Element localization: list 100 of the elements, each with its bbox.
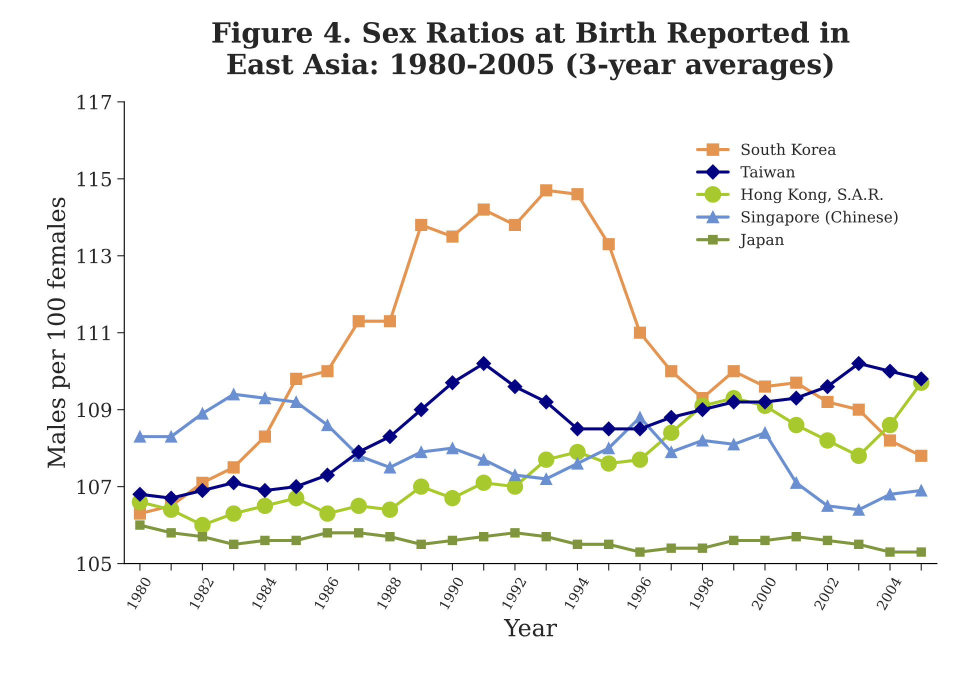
point — [508, 469, 522, 482]
point — [290, 396, 302, 408]
point — [665, 365, 678, 378]
point — [444, 490, 461, 506]
point — [538, 452, 554, 468]
y-tick-label: 107 — [78, 480, 112, 494]
point — [414, 402, 429, 418]
point — [476, 474, 492, 491]
point — [288, 479, 304, 494]
point — [352, 315, 365, 328]
point — [726, 394, 742, 410]
point — [604, 540, 614, 550]
point — [415, 218, 428, 232]
point — [384, 315, 396, 328]
point — [571, 188, 584, 200]
point — [415, 446, 428, 458]
point — [446, 442, 459, 454]
point — [166, 528, 176, 538]
point — [602, 238, 615, 250]
point — [569, 444, 586, 460]
legend-label: Taiwan — [740, 166, 795, 178]
point — [851, 356, 866, 371]
point — [290, 372, 302, 385]
legend-label: Japan — [739, 234, 784, 248]
point — [540, 184, 552, 196]
point — [416, 540, 426, 550]
point — [885, 547, 895, 557]
point — [351, 444, 366, 460]
point — [382, 502, 398, 518]
point — [476, 356, 492, 371]
point — [385, 532, 395, 542]
point — [821, 396, 834, 408]
legend-label: Hong Kong, S.A.R. — [741, 188, 883, 204]
point — [134, 430, 146, 443]
point — [632, 422, 648, 436]
legend-label: Singapore (Chinese) — [742, 210, 898, 226]
point — [729, 536, 738, 546]
point — [291, 536, 301, 546]
point — [510, 528, 520, 538]
point — [321, 365, 334, 378]
point — [542, 532, 551, 542]
point — [601, 422, 616, 436]
point — [163, 502, 180, 518]
point — [915, 484, 928, 497]
point — [915, 450, 928, 462]
point — [728, 365, 740, 378]
point — [321, 418, 334, 432]
y-tick-label: 115 — [78, 172, 111, 186]
point — [666, 543, 676, 553]
point — [540, 472, 552, 485]
point — [196, 407, 208, 420]
point — [882, 416, 898, 434]
point — [820, 379, 835, 394]
point — [226, 475, 242, 490]
y-tick-label: 111 — [78, 326, 110, 340]
point — [448, 536, 458, 546]
point — [728, 438, 740, 450]
point — [758, 380, 772, 393]
point — [288, 490, 304, 506]
point — [350, 498, 367, 514]
point — [882, 364, 898, 379]
y-tick-label: 113 — [78, 248, 112, 264]
point — [198, 532, 208, 542]
point — [760, 536, 770, 546]
point — [258, 483, 272, 498]
point — [572, 540, 582, 550]
point — [854, 540, 864, 550]
point — [665, 446, 678, 458]
y-tick-label: 105 — [78, 556, 111, 572]
point — [322, 528, 332, 538]
point — [413, 478, 430, 495]
point — [884, 434, 896, 447]
point — [696, 434, 709, 447]
x-axis-title: Year — [504, 618, 558, 637]
point — [194, 516, 211, 534]
point — [478, 204, 490, 216]
point — [788, 416, 804, 434]
point — [758, 426, 772, 439]
point — [788, 390, 804, 406]
point — [164, 490, 179, 506]
point — [821, 500, 834, 512]
point — [260, 536, 270, 546]
point — [256, 498, 274, 514]
point — [135, 520, 145, 530]
point — [228, 388, 240, 400]
chart-title: Figure 4. Sex Ratios at Birth Reported in East Asia: 1980-2005 (3-year averages) — [212, 21, 850, 80]
point — [228, 461, 240, 474]
point — [258, 430, 271, 443]
point — [663, 424, 680, 441]
point — [226, 505, 242, 522]
point — [570, 422, 585, 436]
point — [571, 457, 584, 470]
point — [195, 483, 210, 498]
point — [758, 394, 772, 410]
point — [445, 375, 460, 390]
point — [632, 452, 648, 468]
point — [479, 532, 488, 542]
point — [790, 376, 802, 389]
point — [852, 504, 865, 516]
point — [600, 455, 617, 472]
